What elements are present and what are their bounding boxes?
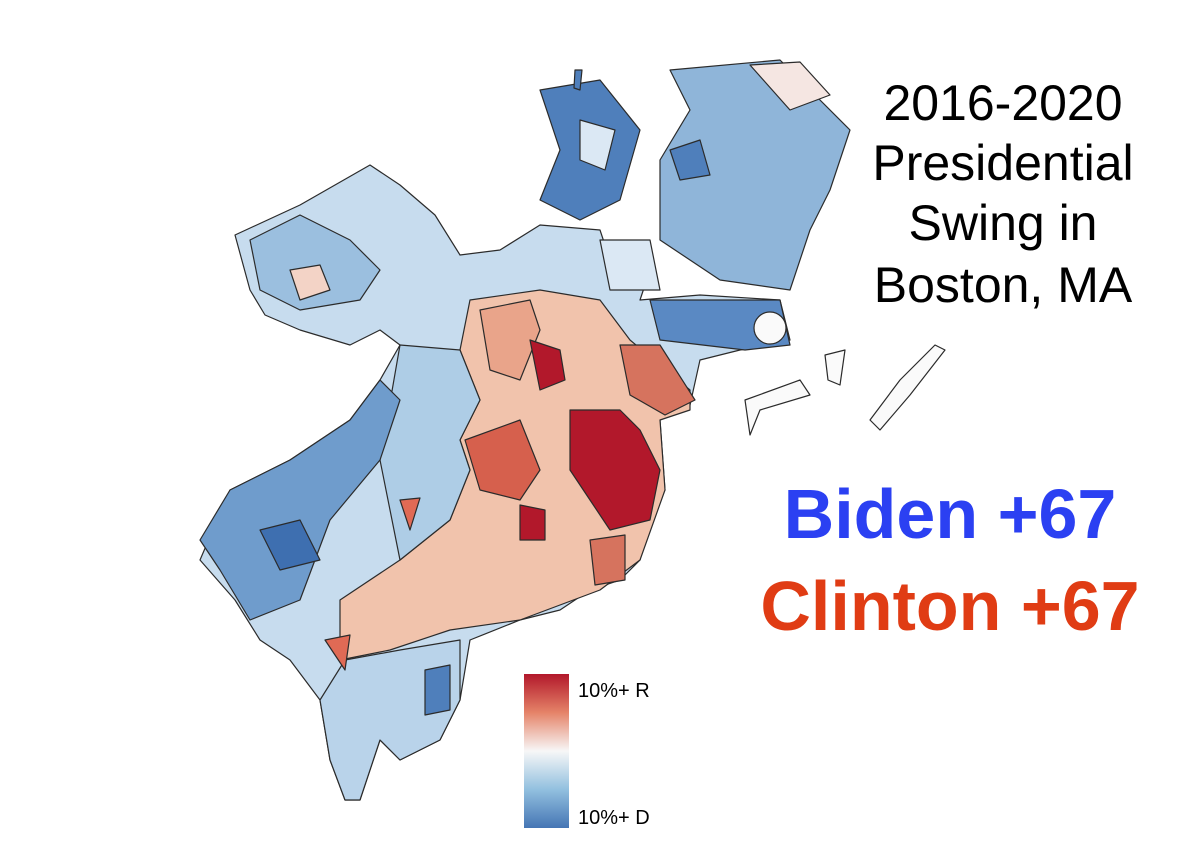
tract	[424, 664, 451, 716]
title-line: Swing in	[909, 195, 1098, 251]
tract	[749, 61, 831, 111]
title: 2016-2020 Presidential Swing in Boston, …	[872, 75, 1133, 313]
island	[573, 69, 583, 91]
castle-island	[753, 311, 787, 345]
result-label: Biden +67	[784, 475, 1117, 553]
tract	[519, 504, 546, 541]
tract	[669, 139, 711, 181]
tract	[589, 534, 626, 586]
tract	[569, 409, 661, 531]
boston-map	[199, 59, 946, 801]
title-line: Presidential	[872, 135, 1133, 191]
tract	[599, 239, 661, 291]
island	[744, 379, 811, 436]
tract	[529, 339, 566, 391]
tract	[619, 344, 696, 416]
title-line: 2016-2020	[883, 75, 1122, 131]
tract	[289, 264, 331, 301]
legend-colorbar	[524, 674, 569, 828]
island	[824, 349, 846, 386]
west-roxbury	[199, 379, 401, 621]
tract	[399, 497, 421, 531]
allston-brighton	[249, 214, 381, 311]
legend-label: 10%+ D	[578, 807, 650, 829]
title-line: Boston, MA	[874, 257, 1133, 313]
tract	[259, 519, 321, 571]
legend-label: 10%+ R	[578, 680, 650, 702]
tract	[324, 634, 351, 671]
result-label: Clinton +67	[760, 567, 1139, 645]
east-boston	[659, 59, 851, 291]
island	[869, 344, 946, 431]
tract	[464, 419, 541, 501]
legend: 10%+ R 10%+ D	[524, 674, 650, 829]
tract	[479, 299, 541, 381]
tract	[579, 119, 616, 171]
south-boston	[649, 299, 791, 351]
